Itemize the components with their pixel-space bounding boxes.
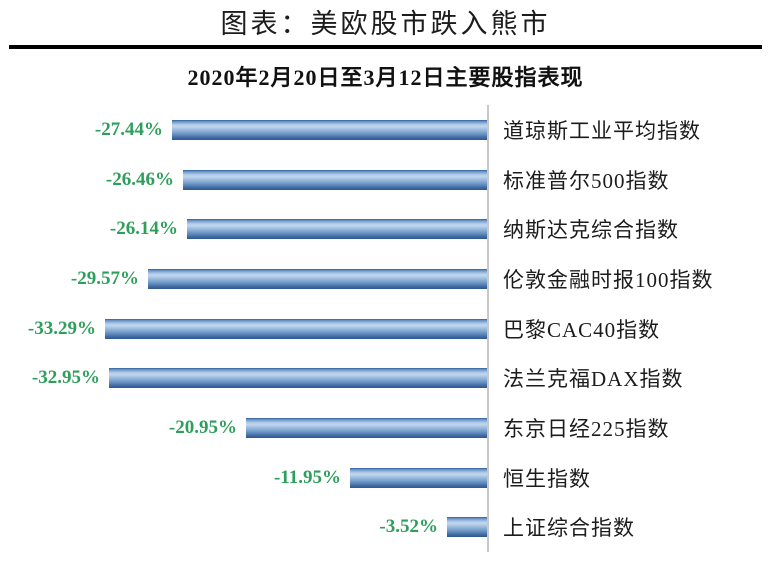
bar (172, 119, 487, 140)
chart-row: -33.29% 巴黎CAC40指数 (0, 304, 771, 354)
bar-area: -32.95% (0, 367, 487, 389)
bar-area: -20.95% (0, 417, 487, 439)
value-label: -33.29% (27, 317, 96, 339)
bar-area: -11.95% (0, 467, 487, 489)
value-label: -26.46% (105, 168, 174, 190)
bar (246, 417, 487, 438)
value-label: -3.52% (379, 516, 438, 538)
chart-page: 图表：美欧股市跌入熊市 2020年2月20日至3月12日主要股指表现 -27.4… (0, 6, 771, 552)
chart-row: -26.46% 标准普尔500指数 (0, 155, 771, 205)
page-title: 图表：美欧股市跌入熊市 (220, 9, 551, 39)
bar (105, 318, 487, 339)
value-label: -29.57% (70, 267, 139, 289)
bar (187, 219, 487, 240)
bar-area: -27.44% (0, 119, 487, 141)
bar (183, 169, 487, 190)
category-label: 东京日经225指数 (503, 416, 670, 441)
category-label: 伦敦金融时报100指数 (503, 267, 714, 292)
bar (109, 368, 487, 389)
bar-rows: -27.44% 道琼斯工业平均指数 -26.46% 标准普尔500指数 -26.14% 纳… (0, 105, 771, 552)
bar-area: -29.57% (0, 268, 487, 290)
bar (350, 467, 487, 488)
category-label: 上证综合指数 (503, 516, 635, 541)
value-label: -27.44% (94, 118, 163, 140)
bar-area: -26.14% (0, 218, 487, 240)
bar-area: -3.52% (0, 516, 487, 538)
chart-row: -11.95% 恒生指数 (0, 453, 771, 503)
category-label: 道琼斯工业平均指数 (503, 118, 701, 143)
chart-row: -29.57% 伦敦金融时报100指数 (0, 254, 771, 304)
category-label: 纳斯达克综合指数 (503, 218, 679, 243)
bar-area: -26.46% (0, 169, 487, 191)
value-label: -11.95% (273, 466, 341, 488)
bar-area: -33.29% (0, 318, 487, 340)
value-label: -32.95% (31, 367, 100, 389)
chart-subtitle: 2020年2月20日至3月12日主要股指表现 (187, 65, 584, 90)
category-label: 巴黎CAC40指数 (503, 317, 661, 342)
chart-row: -3.52% 上证综合指数 (0, 502, 771, 552)
chart-row: -20.95% 东京日经225指数 (0, 403, 771, 453)
horizontal-bar-chart: -27.44% 道琼斯工业平均指数 -26.46% 标准普尔500指数 -26.14% 纳… (0, 105, 771, 552)
baseline-axis (487, 105, 489, 552)
chart-row: -27.44% 道琼斯工业平均指数 (0, 105, 771, 155)
value-label: -26.14% (109, 218, 178, 240)
bar (447, 517, 487, 538)
category-label: 标准普尔500指数 (503, 168, 670, 193)
title-underline (9, 45, 762, 49)
category-label: 法兰克福DAX指数 (503, 367, 684, 392)
chart-row: -32.95% 法兰克福DAX指数 (0, 353, 771, 403)
value-label: -20.95% (168, 416, 237, 438)
chart-header: 图表：美欧股市跌入熊市 2020年2月20日至3月12日主要股指表现 (0, 6, 771, 94)
bar (148, 268, 487, 289)
category-label: 恒生指数 (503, 466, 591, 491)
chart-row: -26.14% 纳斯达克综合指数 (0, 204, 771, 254)
